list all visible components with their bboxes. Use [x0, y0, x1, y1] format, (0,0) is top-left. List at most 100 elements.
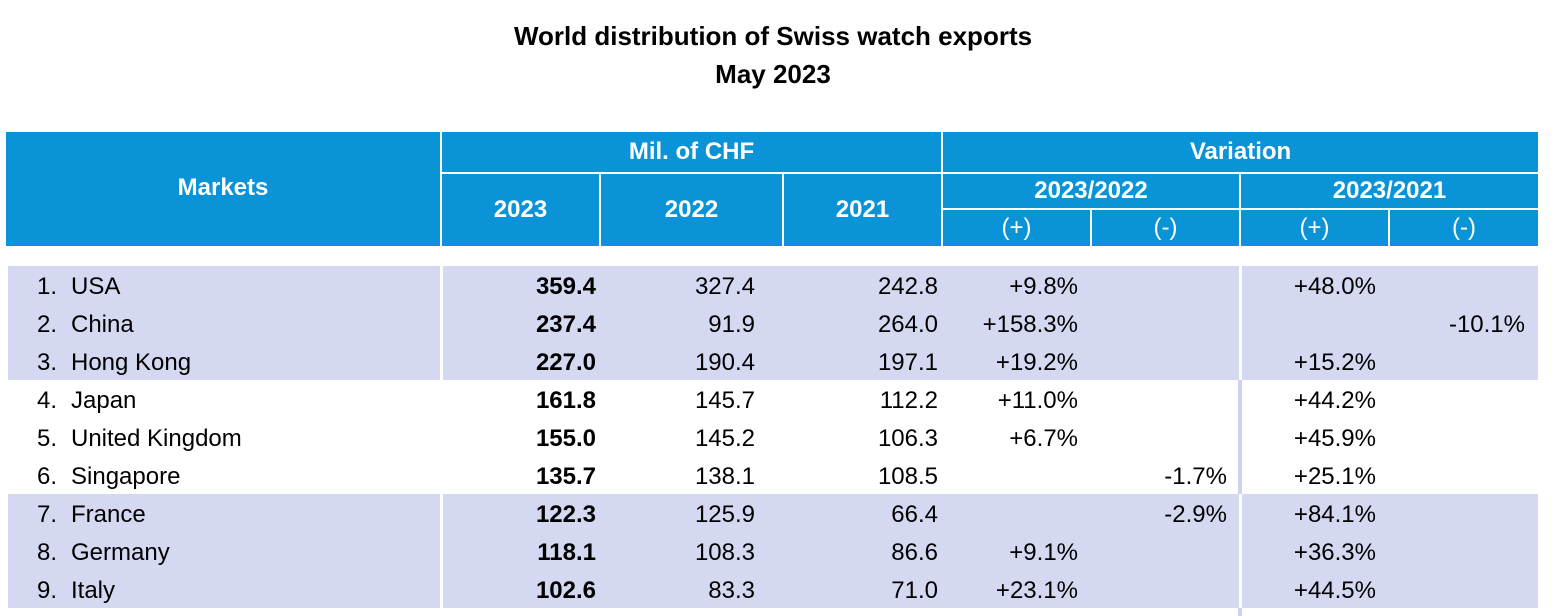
row-rank: 4.: [37, 387, 58, 414]
table-row: 4. Japan 161.8 145.7 112.2 +11.0% +44.2%: [0, 382, 1554, 420]
row-value-2023: 161.8: [535, 387, 596, 414]
header-2023-label: 2023: [493, 196, 548, 223]
header-2022-plus-label: (+): [1001, 214, 1032, 241]
row-rank: 2.: [37, 311, 58, 338]
header-2021-plus: (+): [1241, 210, 1388, 246]
table-row: 9. Italy 102.6 83.3 71.0 +23.1% +44.5%: [0, 572, 1554, 610]
header-2021-plus-label: (+): [1299, 214, 1330, 241]
row-var-2022-plus: +11.0%: [997, 387, 1078, 414]
row-var-2021-plus: +44.2%: [1293, 387, 1376, 414]
row-value-2022: 145.7: [694, 387, 755, 414]
row-var-2022-plus: +23.1%: [995, 577, 1078, 604]
row-rank: 9.: [37, 577, 58, 604]
row-market: Italy: [71, 577, 116, 604]
header-mil-chf-label: Mil. of CHF: [628, 138, 755, 165]
table-row: 2. China 237.4 91.9 264.0 +158.3% -10.1%: [0, 306, 1554, 344]
row-value-2021: 71.0: [891, 577, 938, 604]
row-value-2022: 190.4: [694, 349, 755, 376]
header-2023-2021: 2023/2021: [1241, 174, 1538, 208]
row-value-2023: 237.4: [535, 311, 596, 338]
header-2021: 2021: [784, 174, 941, 246]
row-value-2021: 106.3: [877, 425, 938, 452]
row-var-2021-plus: +25.1%: [1293, 463, 1376, 490]
header-2023-2022-label: 2023/2022: [1034, 177, 1148, 204]
table-row: 8. Germany 118.1 108.3 86.6 +9.1% +36.3%: [0, 534, 1554, 572]
row-value-2021: 197.1: [877, 349, 938, 376]
row-market: United Kingdom: [71, 425, 242, 452]
table-row: 5. United Kingdom 155.0 145.2 106.3 +6.7% +45.…: [0, 420, 1554, 458]
column-divider: [1238, 608, 1242, 616]
row-market: China: [71, 311, 134, 338]
row-var-2022-plus: +9.8%: [1009, 273, 1078, 300]
table-row: 1. USA 359.4 327.4 242.8 +9.8% +48.0%: [0, 268, 1554, 306]
row-market: Hong Kong: [71, 349, 192, 376]
header-2022: 2022: [601, 174, 782, 246]
row-value-2022: 145.2: [694, 425, 755, 452]
row-value-2021: 112.2: [879, 387, 938, 414]
row-var-2022-plus: +19.2%: [995, 349, 1078, 376]
row-market: Japan: [71, 387, 137, 414]
header-2021-label: 2021: [835, 196, 890, 223]
header-2022-minus-label: (-): [1153, 214, 1178, 241]
row-value-2023: 359.4: [535, 273, 596, 300]
row-rank: 7.: [37, 501, 58, 528]
row-var-2021-plus: +84.1%: [1293, 501, 1376, 528]
row-value-2023: 135.7: [535, 463, 596, 490]
column-divider: [1239, 494, 1242, 608]
row-value-2022: 138.1: [694, 463, 755, 490]
row-var-2021-plus: +44.5%: [1293, 577, 1376, 604]
column-divider: [1239, 266, 1242, 380]
row-value-2022: 91.9: [708, 311, 755, 338]
column-divider: [1238, 380, 1242, 494]
row-rank: 5.: [37, 425, 58, 452]
row-market: Singapore: [71, 463, 181, 490]
row-var-2022-plus: +158.3%: [982, 311, 1078, 338]
row-rank: 3.: [37, 349, 58, 376]
row-var-2021-plus: +15.2%: [1293, 349, 1376, 376]
row-var-2022-plus: +9.1%: [1009, 539, 1078, 566]
column-divider: [440, 266, 443, 380]
header-2023-2022: 2023/2022: [943, 174, 1239, 208]
row-market: Germany: [71, 539, 170, 566]
row-value-2023: 118.1: [537, 539, 596, 566]
row-value-2023: 155.0: [535, 425, 596, 452]
row-var-2021-plus: +45.9%: [1293, 425, 1376, 452]
page-title: World distribution of Swiss watch export…: [513, 21, 1033, 51]
page-subtitle: May 2023: [715, 59, 831, 89]
header-2021-minus-label: (-): [1452, 214, 1476, 241]
header-2023-2021-label: 2023/2021: [1332, 177, 1447, 204]
header-2022-minus: (-): [1092, 210, 1239, 246]
header-2021-minus: (-): [1390, 210, 1538, 246]
row-var-2021-plus: +48.0%: [1293, 273, 1376, 300]
row-value-2022: 125.9: [694, 501, 755, 528]
row-band-3: [8, 494, 1538, 608]
row-value-2023: 102.6: [535, 577, 596, 604]
table-row: 3. Hong Kong 227.0 190.4 197.1 +19.2% +15.2%: [0, 344, 1554, 382]
table-row: 6. Singapore 135.7 138.1 108.5 -1.7% +25.1%: [0, 458, 1554, 496]
header-mil-chf: Mil. of CHF: [442, 132, 941, 172]
row-rank: 6.: [37, 463, 58, 490]
header-markets: Markets: [6, 132, 440, 246]
row-market: France: [71, 501, 146, 528]
header-2022-label: 2022: [664, 196, 719, 223]
row-rank: 8.: [37, 539, 58, 566]
header-markets-label: Markets: [177, 174, 269, 201]
row-var-2022-plus: +6.7%: [1009, 425, 1078, 452]
row-value-2022: 108.3: [694, 539, 755, 566]
row-market: USA: [71, 273, 121, 300]
row-value-2023: 227.0: [535, 349, 596, 376]
row-value-2021: 86.6: [891, 539, 938, 566]
row-var-2022-minus: -2.9%: [1164, 501, 1227, 528]
header-variation: Variation: [943, 132, 1538, 172]
row-value-2023: 122.3: [535, 501, 596, 528]
header-2023: 2023: [442, 174, 599, 246]
row-value-2022: 83.3: [708, 577, 755, 604]
row-value-2021: 66.4: [891, 501, 938, 528]
header-variation-label: Variation: [1189, 138, 1292, 165]
row-value-2021: 264.0: [877, 311, 938, 338]
row-var-2021-minus: -10.1%: [1448, 311, 1525, 338]
header-2022-plus: (+): [943, 210, 1090, 246]
table-row: 7. France 122.3 125.9 66.4 -2.9% +84.1%: [0, 496, 1554, 534]
row-var-2022-minus: -1.7%: [1164, 463, 1227, 490]
row-value-2021: 242.8: [877, 273, 938, 300]
